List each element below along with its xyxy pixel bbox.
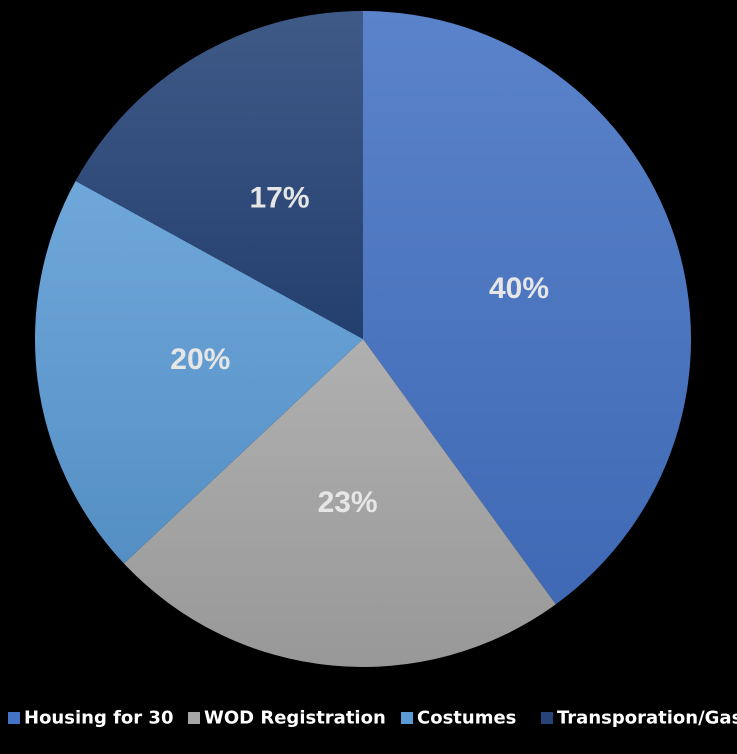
legend-item-transporation-gas: Transporation/Gas — [541, 708, 737, 729]
legend-label-transporation-gas: Transporation/Gas — [557, 708, 737, 729]
data-label-transporation-gas: 17% — [249, 181, 309, 214]
legend-swatch-wod-registration — [188, 712, 200, 724]
pie-data-labels: 40% 23% 20% 17% — [170, 181, 549, 519]
pie-slice-housing-for-30 — [363, 11, 691, 605]
data-label-wod-registration: 23% — [318, 486, 378, 519]
legend-swatch-costumes — [401, 712, 413, 724]
data-label-housing-for-30: 40% — [489, 272, 549, 305]
chart-legend: Housing for 30 WOD Registration Costumes Tr… — [8, 708, 737, 729]
pie-slice-wod-registration — [123, 339, 556, 667]
legend-swatch-transporation-gas — [541, 712, 553, 724]
pie-slice-transporation-gas — [75, 11, 363, 339]
pie-slices — [34, 11, 691, 667]
legend-label-costumes: Costumes — [417, 708, 516, 729]
pie-slice-costumes — [34, 180, 364, 564]
legend-item-costumes: Costumes — [401, 708, 516, 729]
legend-item-wod-registration: WOD Registration — [188, 708, 386, 729]
legend-item-housing-for-30: Housing for 30 — [8, 708, 173, 729]
legend-label-wod-registration: WOD Registration — [204, 708, 386, 729]
data-label-costumes: 20% — [170, 343, 230, 376]
legend-label-housing-for-30: Housing for 30 — [24, 708, 173, 729]
legend-swatch-housing-for-30 — [8, 712, 20, 724]
